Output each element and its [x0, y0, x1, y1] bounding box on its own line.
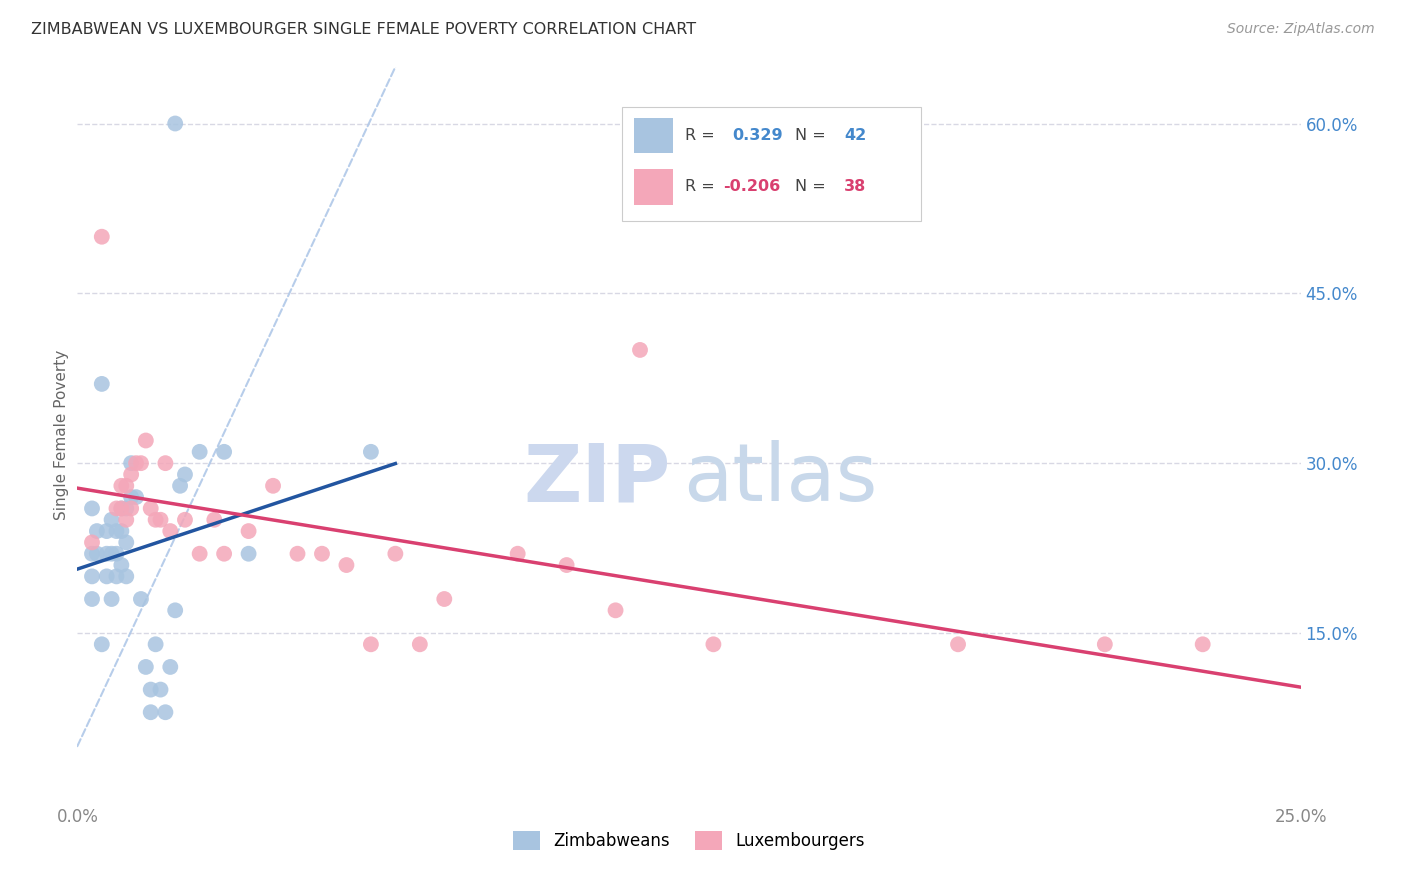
Point: [212, 445, 235, 459]
Point: [125, 456, 148, 470]
Text: 42: 42: [844, 128, 866, 143]
Text: ZIP: ZIP: [523, 440, 671, 518]
Point: [86, 524, 108, 538]
Point: [110, 501, 132, 516]
Point: [115, 535, 138, 549]
Legend: Zimbabweans, Luxembourgers: Zimbabweans, Luxembourgers: [506, 824, 872, 857]
Point: [120, 456, 142, 470]
Point: [174, 467, 197, 482]
Point: [946, 637, 969, 651]
Point: [96, 569, 118, 583]
Point: [311, 547, 333, 561]
Text: 38: 38: [844, 179, 866, 194]
Point: [105, 569, 128, 583]
Point: [80, 547, 103, 561]
Point: [120, 467, 142, 482]
Point: [90, 376, 112, 391]
Point: [1191, 637, 1213, 651]
Text: N =: N =: [796, 128, 831, 143]
Point: [287, 547, 309, 561]
Point: [202, 513, 225, 527]
Point: [96, 547, 118, 561]
Point: [129, 456, 152, 470]
Text: R =: R =: [685, 179, 720, 194]
Point: [129, 592, 152, 607]
Point: [115, 569, 138, 583]
Text: 0.329: 0.329: [731, 128, 782, 143]
Point: [506, 547, 529, 561]
Point: [174, 513, 197, 527]
Point: [100, 513, 122, 527]
Point: [555, 558, 578, 572]
Point: [238, 524, 260, 538]
Point: [100, 592, 122, 607]
Point: [139, 705, 162, 719]
Point: [145, 637, 167, 651]
Point: [110, 501, 132, 516]
Point: [135, 660, 157, 674]
Point: [115, 479, 138, 493]
Point: [165, 116, 187, 130]
Point: [188, 445, 211, 459]
Point: [80, 535, 103, 549]
Point: [90, 229, 112, 244]
Point: [80, 592, 103, 607]
Bar: [634, 118, 673, 153]
Point: [139, 501, 162, 516]
Point: [335, 558, 357, 572]
Text: R =: R =: [685, 128, 720, 143]
Point: [169, 479, 191, 493]
Point: [120, 490, 142, 504]
Point: [139, 682, 162, 697]
Point: [86, 547, 108, 561]
Point: [1094, 637, 1116, 651]
Point: [605, 603, 627, 617]
Point: [360, 445, 382, 459]
Text: Source: ZipAtlas.com: Source: ZipAtlas.com: [1227, 22, 1375, 37]
Text: ZIMBABWEAN VS LUXEMBOURGER SINGLE FEMALE POVERTY CORRELATION CHART: ZIMBABWEAN VS LUXEMBOURGER SINGLE FEMALE…: [31, 22, 696, 37]
Point: [149, 513, 172, 527]
Point: [360, 637, 382, 651]
Point: [702, 637, 724, 651]
Point: [155, 456, 177, 470]
Point: [110, 524, 132, 538]
Point: [212, 547, 235, 561]
Point: [125, 490, 148, 504]
Point: [96, 524, 118, 538]
Point: [188, 547, 211, 561]
Point: [90, 637, 112, 651]
Point: [120, 501, 142, 516]
Point: [149, 682, 172, 697]
Point: [159, 660, 181, 674]
Point: [238, 547, 260, 561]
Point: [628, 343, 651, 357]
Point: [115, 501, 138, 516]
Point: [105, 547, 128, 561]
Point: [155, 705, 177, 719]
Point: [433, 592, 456, 607]
Point: [384, 547, 406, 561]
Point: [100, 547, 122, 561]
Text: atlas: atlas: [683, 440, 877, 518]
Point: [262, 479, 284, 493]
Point: [159, 524, 181, 538]
Point: [135, 434, 157, 448]
Y-axis label: Single Female Poverty: Single Female Poverty: [53, 350, 69, 520]
Point: [110, 479, 132, 493]
Point: [80, 501, 103, 516]
Point: [105, 501, 128, 516]
Point: [409, 637, 432, 651]
Bar: [634, 169, 673, 204]
Point: [115, 513, 138, 527]
Point: [105, 524, 128, 538]
Point: [80, 569, 103, 583]
Text: N =: N =: [796, 179, 831, 194]
Point: [110, 558, 132, 572]
Point: [165, 603, 187, 617]
Text: -0.206: -0.206: [723, 179, 780, 194]
Point: [145, 513, 167, 527]
FancyBboxPatch shape: [621, 107, 921, 221]
